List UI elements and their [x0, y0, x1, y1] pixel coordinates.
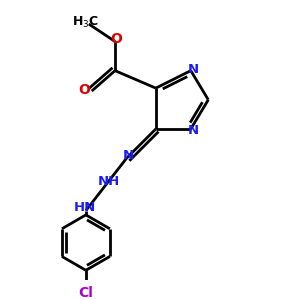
Text: O: O — [110, 32, 122, 46]
Text: N: N — [123, 149, 134, 162]
Text: Cl: Cl — [78, 286, 93, 300]
Text: O: O — [79, 82, 90, 97]
Text: N: N — [188, 63, 199, 76]
Text: NH: NH — [98, 175, 120, 188]
Text: HN: HN — [73, 201, 95, 214]
Text: N: N — [188, 124, 199, 137]
Text: H$_3$C: H$_3$C — [72, 15, 99, 30]
